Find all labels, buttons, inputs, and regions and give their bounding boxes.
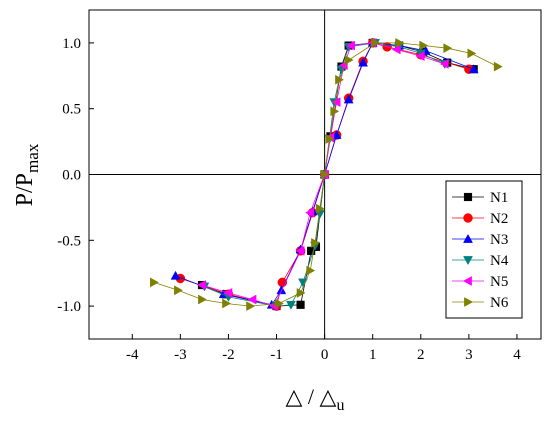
x-tick-label: 1 [369, 347, 377, 363]
x-tick-label: -1 [270, 347, 283, 363]
legend-box [445, 180, 523, 319]
legend-marker [463, 213, 473, 223]
legend-item-N3: N3 [452, 232, 508, 248]
legend: N1 N2 N3 N4 N5 N6 [445, 180, 523, 319]
y-axis-title-main: P/P [12, 173, 38, 206]
data-point [325, 134, 335, 144]
data-point [295, 245, 305, 256]
data-point [247, 294, 257, 305]
y-tick-label: 0.0 [62, 168, 81, 184]
data-point [246, 301, 256, 312]
data-point [415, 51, 425, 61]
data-point [196, 280, 206, 290]
data-point [311, 238, 321, 248]
legend-item-N1: N1 [452, 190, 508, 206]
data-point [315, 203, 325, 214]
data-point [419, 40, 429, 51]
legend-label: N1 [490, 190, 508, 206]
data-point [320, 169, 330, 180]
axis-ticks: -4 -3 -2 -1 0 1 2 3 4 -1.0 -0.5 0.0 0.5 1.0 [57, 36, 521, 363]
legend-marker [463, 233, 473, 243]
data-point [276, 285, 287, 295]
data-point [395, 37, 405, 48]
data-point [296, 288, 306, 298]
legend-label: N5 [490, 274, 508, 290]
data-point [493, 61, 503, 72]
series-N6 [150, 37, 503, 312]
legend-item-N6: N6 [452, 295, 509, 311]
legend-item-N2: N2 [452, 211, 508, 227]
x-tick-label: 2 [417, 347, 425, 363]
y-axis-title: P/Pmax [12, 143, 42, 206]
x-tick-label: 3 [465, 347, 473, 363]
x-tick-label: -3 [174, 347, 187, 363]
y-tick-label: 0.5 [62, 102, 81, 118]
data-point [305, 207, 315, 218]
legend-marker [464, 297, 474, 307]
data-point [198, 294, 208, 305]
data-point [331, 130, 342, 139]
data-point [346, 40, 355, 51]
data-point [330, 106, 340, 117]
data-point [344, 55, 354, 65]
data-point [275, 298, 284, 309]
data-point [150, 277, 159, 288]
y-tick-label: -1.0 [57, 299, 81, 315]
x-tick-label: 0 [321, 347, 329, 363]
legend-item-N5: N5 [452, 274, 508, 290]
y-tick-label: 1.0 [62, 36, 81, 52]
series-layer [150, 37, 503, 312]
data-point [223, 288, 233, 298]
x-axis-title-sub: u [336, 397, 344, 414]
data-point [358, 57, 369, 67]
x-axis-title: △ / △u [286, 384, 345, 414]
data-point [468, 64, 479, 74]
data-point [306, 265, 316, 276]
x-tick-label: 4 [513, 347, 521, 363]
data-point [174, 285, 183, 296]
legend-marker [462, 276, 472, 286]
legend-marker [463, 256, 473, 266]
legend-label: N4 [490, 253, 509, 269]
data-point [296, 300, 305, 309]
x-tick-label: -2 [222, 347, 235, 363]
data-point [335, 74, 345, 85]
legend-marker [463, 192, 473, 202]
data-point [343, 94, 354, 104]
y-tick-label: -0.5 [57, 233, 81, 249]
data-point [222, 298, 232, 309]
x-axis-title-main: △ / △ [286, 384, 337, 409]
legend-label: N3 [490, 232, 508, 248]
data-point [467, 48, 477, 59]
data-point [170, 270, 181, 280]
data-point [286, 300, 296, 310]
y-axis-title-sub: max [23, 143, 42, 173]
x-tick-label: -4 [126, 347, 139, 363]
data-point [371, 37, 381, 48]
legend-label: N6 [490, 295, 509, 311]
legend-label: N2 [490, 211, 508, 227]
legend-item-N4: N4 [452, 253, 509, 269]
data-point [443, 43, 453, 54]
data-point [439, 59, 449, 69]
